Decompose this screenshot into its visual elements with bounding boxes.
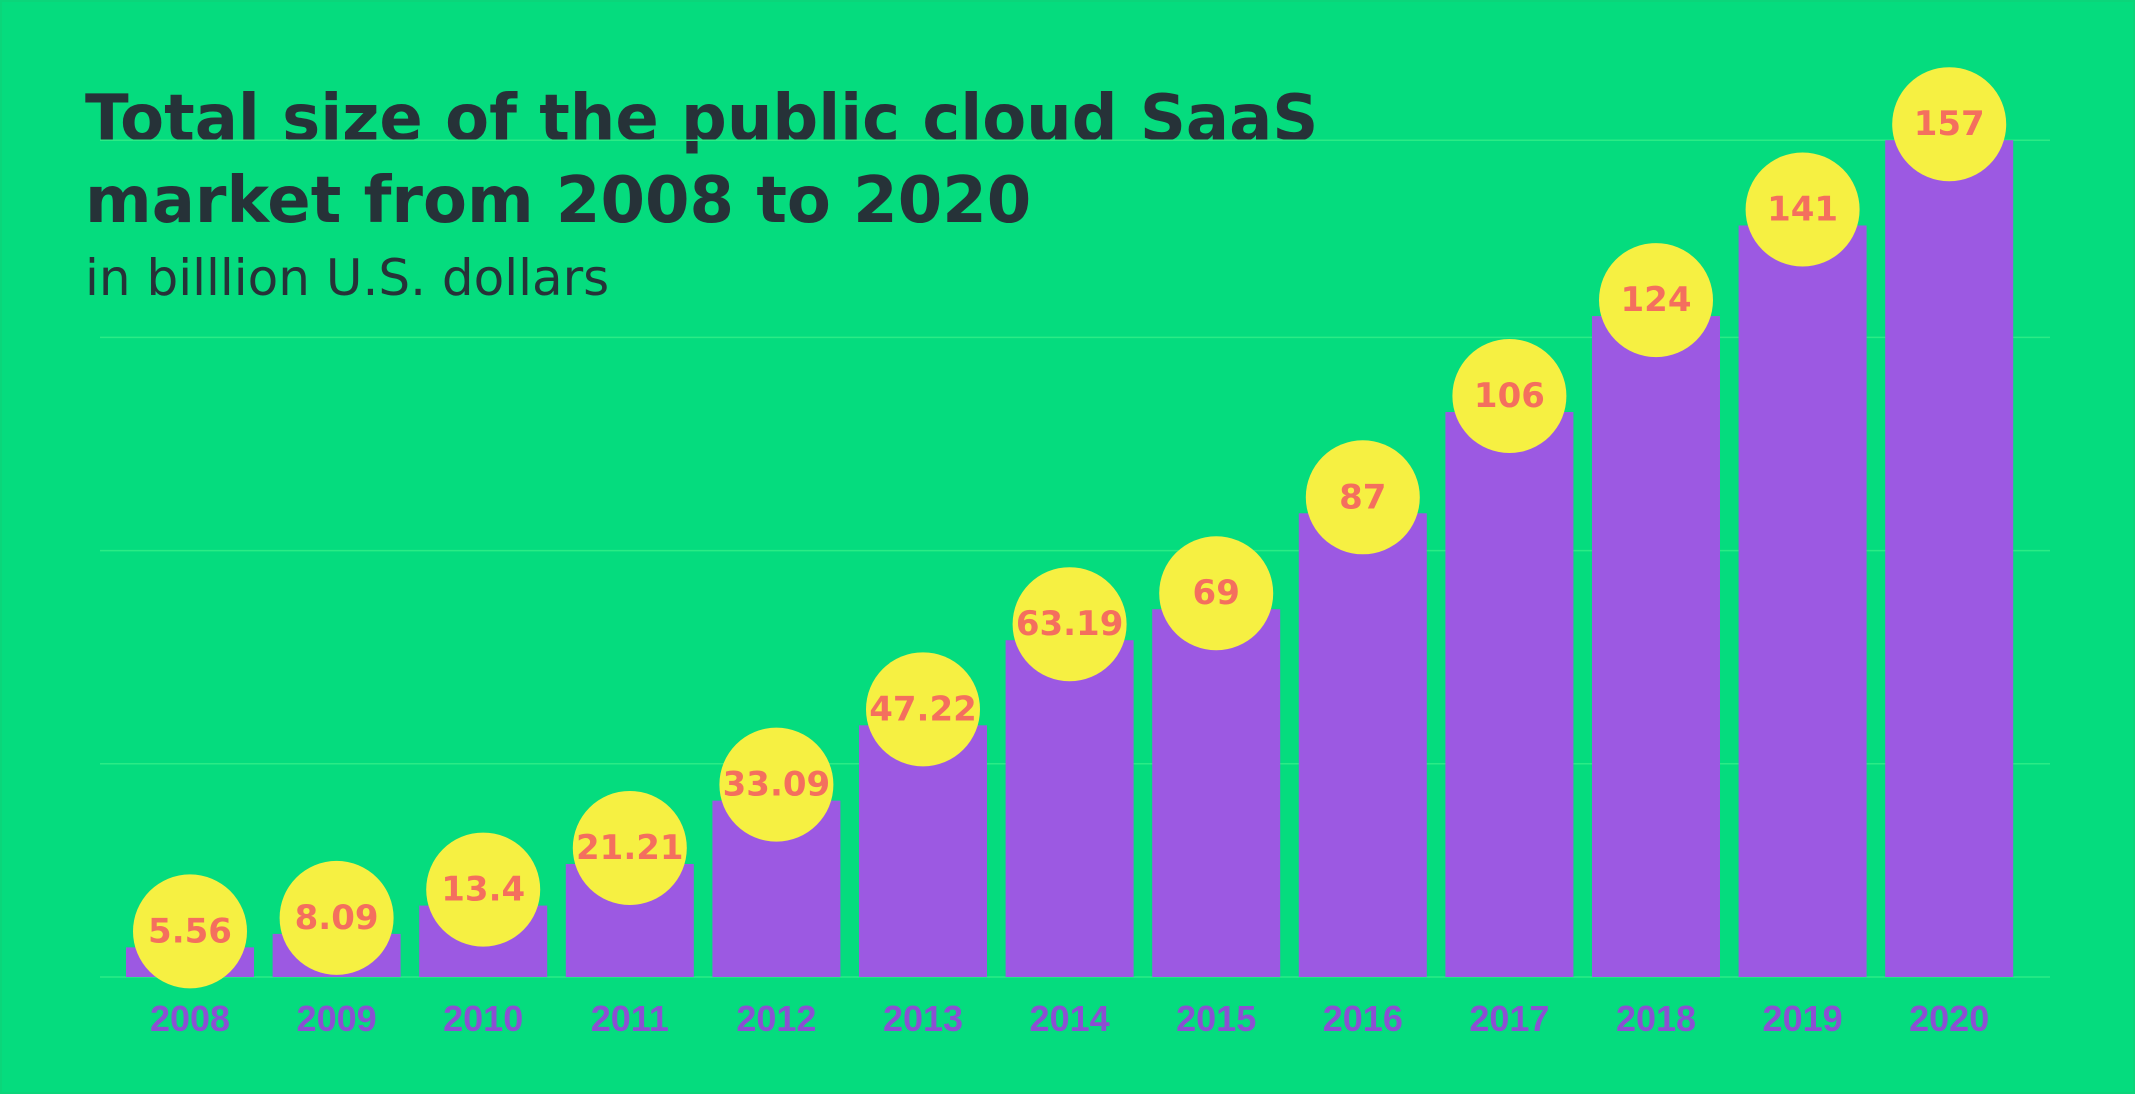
value-bubble-2012 <box>719 727 834 842</box>
value-bubble-2015 <box>1159 536 1274 651</box>
data-label-2013: 47.22 <box>869 689 977 729</box>
bar-2018 <box>1592 316 1720 978</box>
bar-2019 <box>1738 225 1867 978</box>
data-label-2019: 141 <box>1767 189 1838 229</box>
x-tick-label-2020: 2020 <box>1909 998 1989 1039</box>
data-label-2008: 5.56 <box>148 911 232 951</box>
chart-title-line-2: market from 2008 to 2020 <box>85 164 1032 238</box>
value-bubble-2008 <box>133 874 247 989</box>
value-bubble-2020 <box>1892 67 2007 182</box>
value-bubble-2014 <box>1012 567 1127 682</box>
x-tick-label-2016: 2016 <box>1323 998 1403 1039</box>
value-bubble-2013 <box>866 652 980 767</box>
title-block: Total size of the public cloud SaaS mark… <box>85 78 1385 308</box>
x-tick-label-2017: 2017 <box>1469 998 1549 1039</box>
x-tick-label-2019: 2019 <box>1763 998 1843 1039</box>
value-bubble-2019 <box>1745 152 1860 267</box>
chart-title: Total size of the public cloud SaaS mark… <box>85 78 1385 242</box>
x-tick-label-2008: 2008 <box>150 998 230 1039</box>
data-label-2018: 124 <box>1621 280 1692 320</box>
x-tick-label-2011: 2011 <box>591 998 669 1039</box>
bar-2015 <box>1152 609 1281 977</box>
value-bubble-layer: 5.56 8.09 13.4 21.21 33.09 47.22 63.19 69 87 106 1… <box>133 67 2007 989</box>
bar-2013 <box>859 725 987 977</box>
value-bubble-2016 <box>1305 440 1420 555</box>
data-label-2017: 106 <box>1474 376 1545 416</box>
x-tick-label-2010: 2010 <box>443 998 523 1039</box>
x-axis-tick-layer: 2008 2009 2010 2011 2012 2013 2014 2015 2016 2017… <box>150 998 1989 1039</box>
bar-2016 <box>1298 513 1427 977</box>
bar-layer <box>126 140 2014 978</box>
bar-2014 <box>1005 640 1134 977</box>
x-tick-label-2015: 2015 <box>1176 998 1256 1039</box>
data-label-2010: 13.4 <box>441 870 525 910</box>
chart-title-line-1: Total size of the public cloud SaaS <box>85 82 1319 156</box>
value-bubble-2017 <box>1452 339 1567 454</box>
value-bubble-2010 <box>426 832 541 947</box>
data-label-2015: 69 <box>1193 573 1240 613</box>
value-bubble-2009 <box>279 860 394 975</box>
data-label-2009: 8.09 <box>295 898 379 938</box>
x-tick-label-2012: 2012 <box>736 998 816 1039</box>
x-tick-label-2013: 2013 <box>883 998 963 1039</box>
value-bubble-2018 <box>1599 243 1713 358</box>
x-tick-label-2014: 2014 <box>1030 998 1110 1039</box>
data-label-2016: 87 <box>1339 477 1386 517</box>
data-label-2020: 157 <box>1914 104 1985 144</box>
bar-2017 <box>1445 412 1574 977</box>
data-label-2014: 63.19 <box>1016 604 1124 644</box>
data-label-2011: 21.21 <box>576 828 684 868</box>
value-bubble-2011 <box>572 790 687 905</box>
x-tick-label-2018: 2018 <box>1616 998 1696 1039</box>
data-label-2012: 33.09 <box>723 765 831 805</box>
x-tick-label-2009: 2009 <box>297 998 377 1039</box>
chart-subtitle: in billlion U.S. dollars <box>85 249 610 307</box>
bar-2020 <box>1885 140 2014 977</box>
